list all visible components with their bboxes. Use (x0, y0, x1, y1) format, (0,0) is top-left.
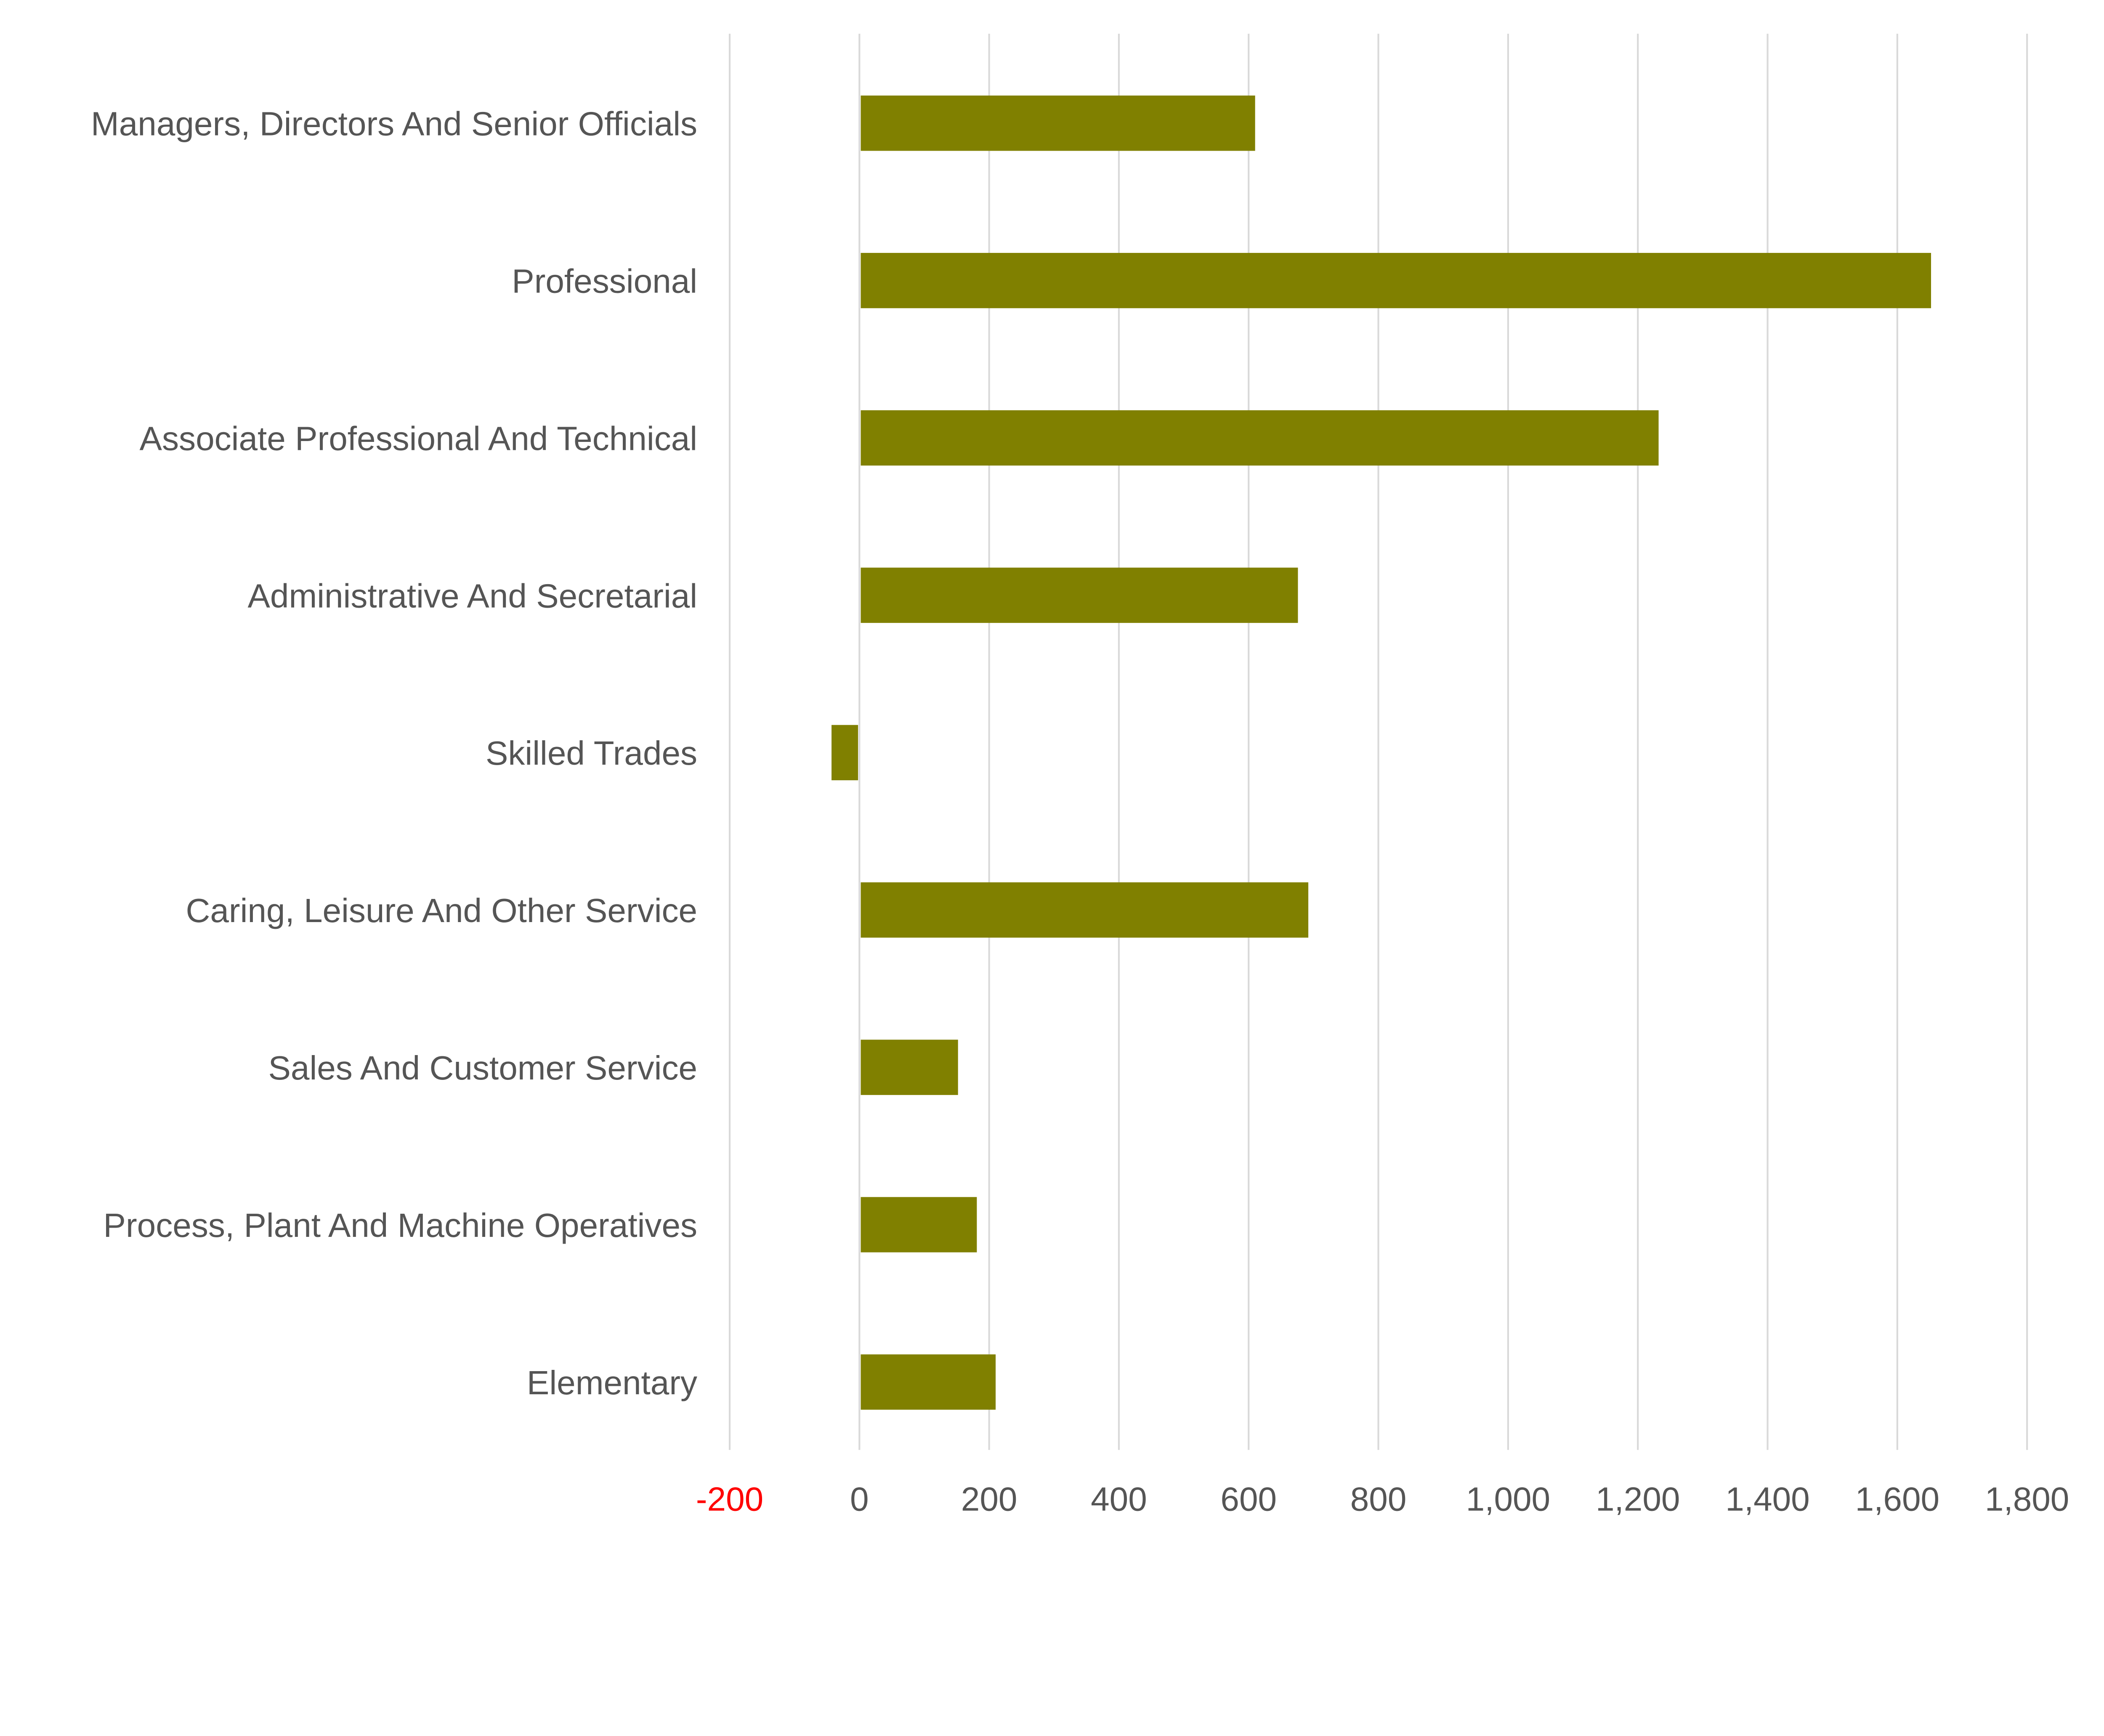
category-label: Sales And Customer Service (268, 1049, 697, 1087)
x-tick-label: 1,800 (1985, 1480, 2069, 1518)
x-tick-label: 800 (1350, 1480, 1407, 1518)
bar (861, 1354, 996, 1410)
x-tick-label: 400 (1091, 1480, 1147, 1518)
bar (861, 567, 1298, 623)
x-tick-label: 600 (1220, 1480, 1277, 1518)
bar (861, 882, 1309, 938)
category-label: Elementary (527, 1364, 697, 1401)
category-label: Professional (512, 262, 697, 300)
bar (861, 1197, 977, 1252)
category-label: Managers, Directors And Senior Officials (91, 105, 697, 143)
x-tick-label: 1,400 (1725, 1480, 1809, 1518)
bar (832, 725, 858, 781)
category-label: Caring, Leisure And Other Service (186, 891, 698, 929)
bar (861, 96, 1255, 151)
bar (861, 410, 1659, 466)
horizontal-bar-chart: Managers, Directors And Senior Officials… (91, 34, 2069, 1518)
bar (861, 1039, 958, 1095)
x-tick-label: 1,200 (1596, 1480, 1680, 1518)
category-labels: Managers, Directors And Senior Officials… (91, 105, 697, 1401)
x-tick-label: 200 (961, 1480, 1017, 1518)
bars (832, 96, 1931, 1410)
x-tick-labels: -200 0 200 400 600 800 1,000 1,200 1,400 1,600 1,8… (696, 1480, 2069, 1518)
category-label: Administrative And Secretarial (248, 577, 698, 614)
category-label: Process, Plant And Machine Operatives (104, 1206, 698, 1244)
category-label: Associate Professional And Technical (140, 419, 698, 457)
x-tick-label: 1,600 (1855, 1480, 1939, 1518)
x-tick-label: 0 (850, 1480, 869, 1518)
bar (861, 253, 1931, 308)
category-label: Skilled Trades (486, 734, 697, 772)
x-tick-label: -200 (696, 1480, 763, 1518)
x-tick-label: 1,000 (1466, 1480, 1550, 1518)
